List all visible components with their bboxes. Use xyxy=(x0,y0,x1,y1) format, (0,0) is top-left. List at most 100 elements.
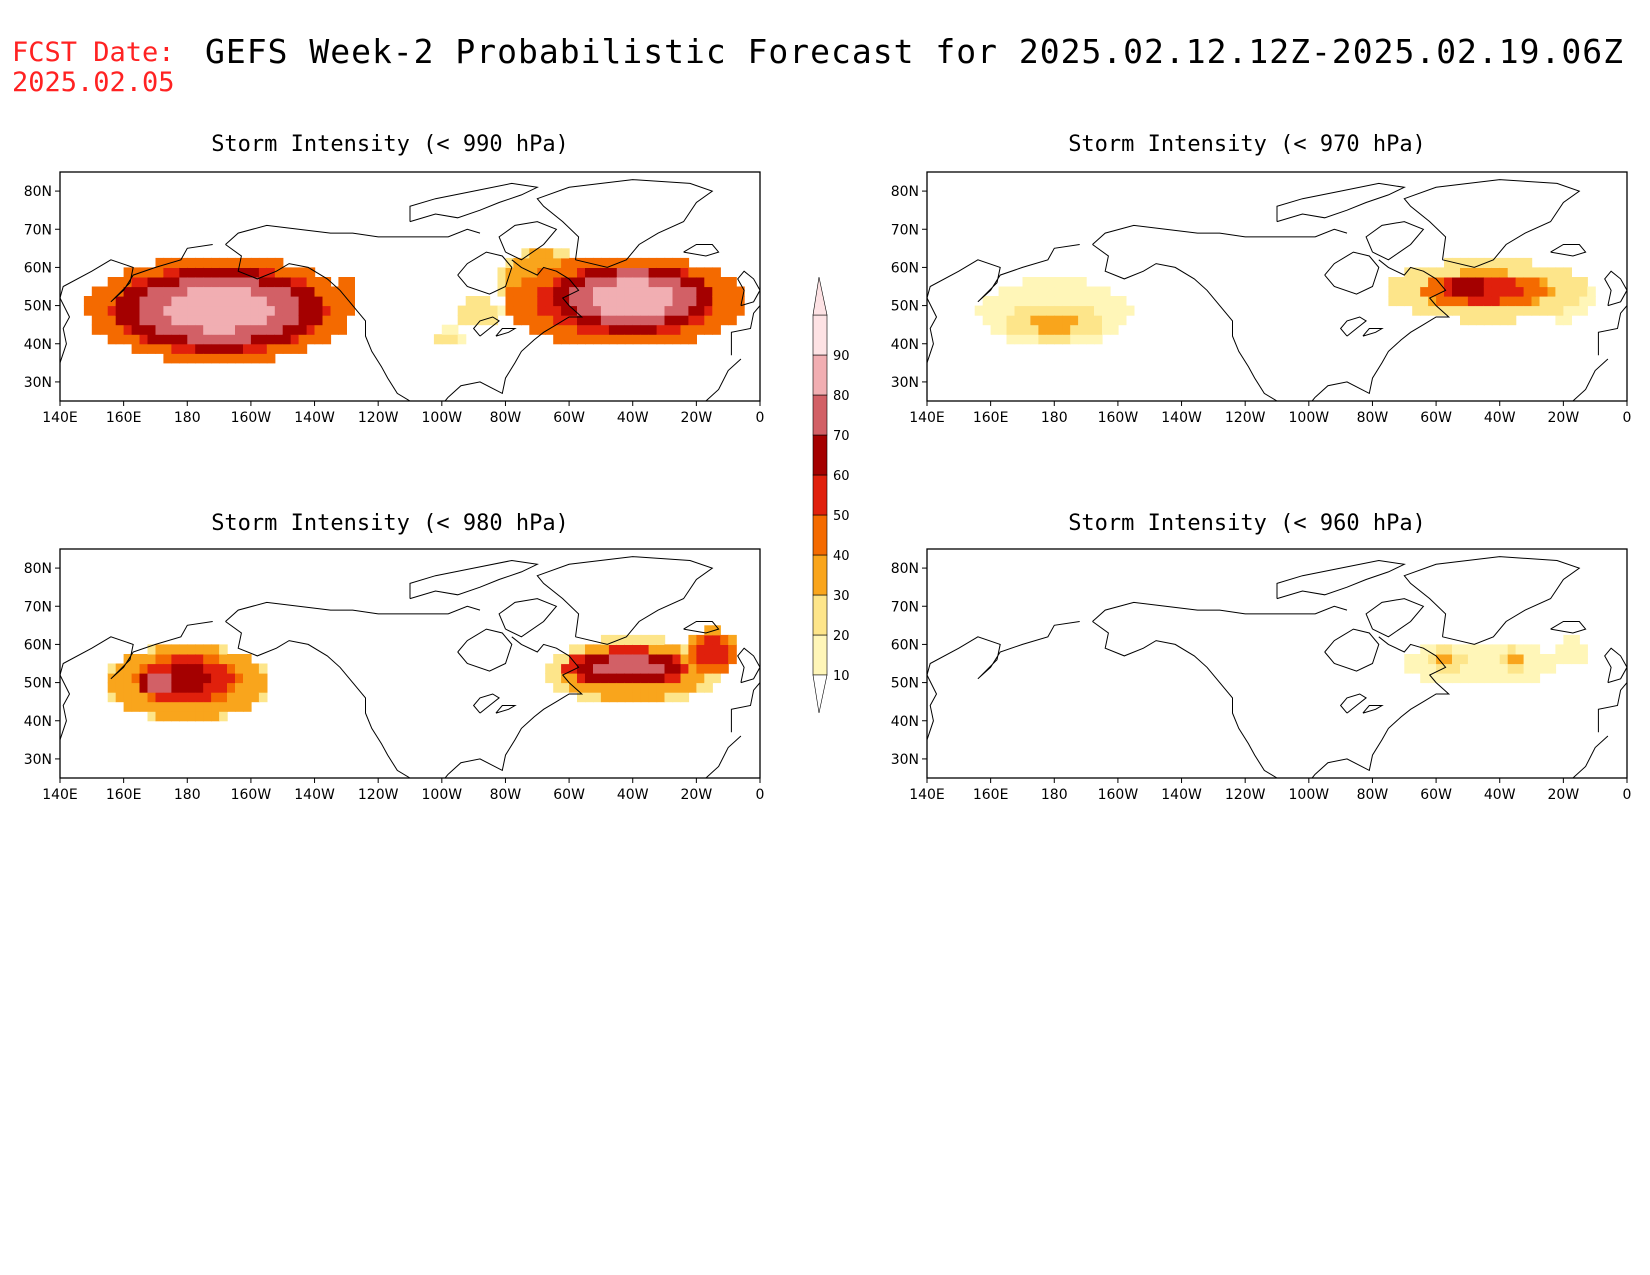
probability-cell xyxy=(529,248,538,259)
coastline xyxy=(472,693,500,714)
probability-cell xyxy=(338,277,347,288)
probability-cell xyxy=(1078,286,1087,297)
probability-cell xyxy=(155,682,165,693)
probability-cell xyxy=(1102,324,1111,335)
probability-cell xyxy=(155,296,165,307)
coastline xyxy=(225,601,481,622)
probability-cell xyxy=(608,324,618,335)
probability-cell xyxy=(1515,277,1525,288)
probability-cell xyxy=(982,315,992,326)
probability-cell xyxy=(147,305,157,316)
probability-cell xyxy=(696,315,705,326)
probability-cell xyxy=(640,324,650,335)
probability-cell xyxy=(624,305,634,316)
probability-cell xyxy=(513,286,522,297)
probability-cell xyxy=(203,353,212,364)
probability-cell xyxy=(1531,644,1541,655)
probability-cell xyxy=(187,682,196,693)
probability-cell xyxy=(123,692,133,703)
probability-cell xyxy=(648,315,658,326)
map-panel-970: 140E 160E 180 160W 140W 120W 100W 80W 60W 40W 20W 0… xyxy=(891,171,1631,426)
coastline xyxy=(1604,647,1627,684)
probability-cell xyxy=(990,324,1000,335)
probability-cell xyxy=(696,654,705,665)
probability-cell xyxy=(266,353,276,364)
probability-cell xyxy=(561,315,570,326)
probability-cell xyxy=(608,692,618,703)
probability-cell xyxy=(1475,257,1485,268)
probability-cell xyxy=(1014,315,1024,326)
lon-tick-label: 140E xyxy=(909,410,945,426)
probability-cell xyxy=(1436,277,1445,288)
probability-cell xyxy=(728,634,737,645)
lat-tick-label: 60N xyxy=(24,260,52,276)
probability-cell xyxy=(656,692,666,703)
probability-cell xyxy=(155,324,165,335)
probability-cell xyxy=(195,353,204,364)
probability-cell xyxy=(664,692,674,703)
probability-cell xyxy=(1094,334,1103,345)
coastline xyxy=(1339,693,1367,714)
probability-cell xyxy=(521,305,530,316)
probability-cell xyxy=(553,296,562,307)
probability-cell xyxy=(195,334,204,345)
probability-cell xyxy=(171,663,180,674)
lon-tick-label: 80W xyxy=(1357,410,1389,426)
probability-cell xyxy=(624,692,634,703)
probability-cell xyxy=(990,296,1000,307)
probability-cell xyxy=(1452,277,1461,288)
probability-cell xyxy=(640,673,650,684)
probability-cell xyxy=(473,305,483,316)
coastline xyxy=(457,628,513,672)
probability-cell xyxy=(990,315,1000,326)
probability-cell xyxy=(1523,267,1533,278)
probability-cell xyxy=(139,277,149,288)
probability-cell xyxy=(585,663,594,674)
probability-cell xyxy=(632,663,642,674)
probability-cell xyxy=(195,315,204,326)
probability-cell xyxy=(664,296,674,307)
probability-cell xyxy=(235,692,244,703)
probability-cell xyxy=(338,305,347,316)
probability-cell xyxy=(513,296,522,307)
probability-cell xyxy=(1444,296,1453,307)
probability-cell xyxy=(545,305,554,316)
probability-cell xyxy=(298,267,308,278)
probability-cell xyxy=(608,634,618,645)
coastline xyxy=(1403,179,1581,268)
probability-cell xyxy=(123,277,133,288)
probability-cell xyxy=(258,296,268,307)
forecast-date-value: 2025.02.05 xyxy=(12,67,175,98)
probability-cell xyxy=(577,305,586,316)
probability-cell xyxy=(600,296,610,307)
probability-cell xyxy=(656,305,666,316)
probability-cell xyxy=(720,315,729,326)
probability-cell xyxy=(1062,305,1071,316)
probability-cell xyxy=(1420,296,1429,307)
probability-cell xyxy=(680,267,690,278)
probability-cell xyxy=(1078,324,1087,335)
lat-tick-label: 40N xyxy=(891,337,919,353)
probability-cell xyxy=(203,682,212,693)
probability-cell xyxy=(250,296,260,307)
probability-cell xyxy=(569,334,578,345)
probability-cell xyxy=(1491,296,1501,307)
probability-cell xyxy=(577,324,586,335)
probability-cell xyxy=(1110,305,1119,316)
probability-cell xyxy=(720,296,729,307)
probability-cell xyxy=(107,324,117,335)
probability-cell xyxy=(131,663,141,674)
probability-cell xyxy=(171,692,180,703)
probability-cell xyxy=(593,682,602,693)
probability-cell xyxy=(155,654,165,665)
probability-cell xyxy=(1006,286,1016,297)
probability-cell xyxy=(561,277,570,288)
lat-tick-label: 70N xyxy=(24,222,52,238)
probability-cell xyxy=(250,663,260,674)
probability-cell xyxy=(680,644,690,655)
probability-cell xyxy=(648,305,658,316)
probability-cell xyxy=(1428,277,1437,288)
probability-cell xyxy=(577,644,586,655)
probability-cell xyxy=(1579,296,1588,307)
probability-cell xyxy=(553,673,562,684)
